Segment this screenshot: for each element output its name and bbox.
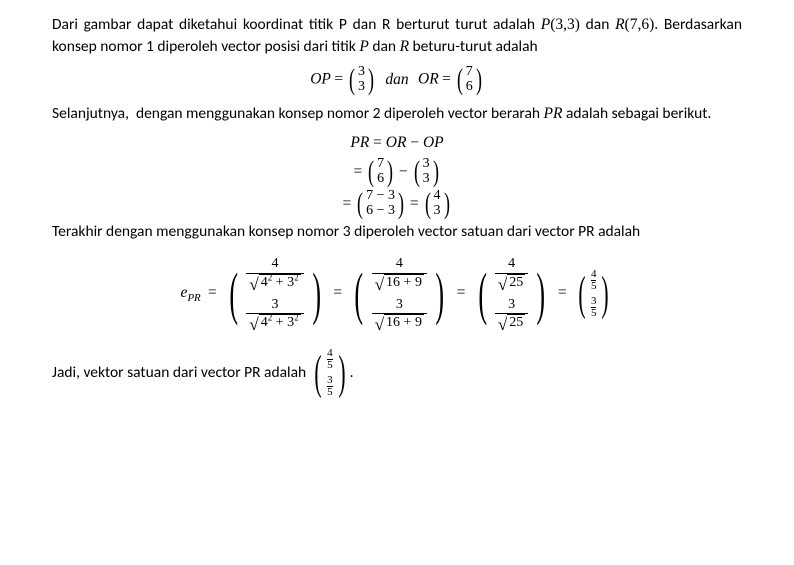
vec-cell: 6 − 3 [366, 204, 395, 219]
var-OR: OR [418, 71, 439, 88]
n: 4 [327, 348, 333, 359]
text: . [350, 362, 354, 384]
paragraph-1: Dari gambar dapat diketahui koordinat ti… [52, 14, 742, 59]
n: 3 [327, 375, 333, 386]
paragraph-2: Selanjutnya, dengan menggunakan konsep n… [52, 103, 742, 125]
n: 4 [591, 269, 597, 280]
num: 4 [505, 255, 518, 273]
d: 5 [591, 281, 597, 292]
num: 4 [269, 255, 282, 273]
unit-vector-result: ( 45 35 ) [574, 269, 613, 319]
vec-cell: 7 [377, 157, 384, 172]
root: 25 [507, 274, 525, 292]
vec-cell: 3 [423, 172, 430, 187]
unit-vector-step1: ( 4 √42 + 32 3 √42 + 32 ) [224, 253, 326, 334]
vec-cell: 3 [358, 80, 365, 95]
root: 16 + 9 [384, 274, 424, 292]
document-page: Dari gambar dapat diketahui koordinat ti… [0, 0, 794, 565]
var-OP: OP [310, 71, 331, 88]
unit-vector-step3: ( 4 √25 3 √25 ) [473, 253, 551, 334]
equation-unit-vector: ePR = ( 4 √42 + 32 3 √42 + 32 ) = ( [52, 253, 742, 334]
num: 4 [393, 255, 406, 273]
vec-cell: 6 [466, 80, 473, 95]
num: 3 [269, 296, 282, 314]
num: 3 [505, 296, 518, 314]
equation-pr-derivation: PR = OR − OP = (76) − (33) = (7 − 36 − 3… [52, 131, 742, 218]
vec-cell: 3 [434, 204, 441, 219]
vec-cell: 7 [466, 65, 473, 80]
word-dan: dan [379, 71, 414, 88]
vec-cell: 4 [434, 189, 441, 204]
paragraph-3: Terakhir dengan menggunakan konsep nomor… [52, 221, 742, 243]
d: 5 [327, 360, 333, 371]
text: Jadi, vektor satuan dari vector PR adala… [52, 362, 306, 384]
d: 5 [327, 387, 333, 398]
num: 3 [393, 296, 406, 314]
vec-cell: 3 [358, 65, 365, 80]
d: 5 [591, 308, 597, 319]
vector-OP: ( 33 ) [347, 65, 376, 95]
sub-PR: PR [187, 292, 200, 304]
text: Terakhir dengan menggunakan konsep nomor… [52, 222, 640, 241]
paragraph-4: Jadi, vektor satuan dari vector PR adala… [52, 348, 742, 398]
equation-op-or: OP = ( 33 ) dan OR = ( 76 ) [52, 65, 742, 95]
unit-vector-final: ( 45 35 ) [310, 348, 349, 398]
root: 16 + 9 [384, 314, 424, 332]
root: 25 [507, 314, 525, 332]
vector-OR: ( 76 ) [455, 65, 484, 95]
vec-cell: 3 [423, 157, 430, 172]
unit-vector-step2: ( 4 √16 + 9 3 √16 + 9 ) [349, 253, 449, 334]
vec-cell: 7 − 3 [366, 189, 395, 204]
n: 3 [591, 296, 597, 307]
vec-cell: 6 [377, 172, 384, 187]
